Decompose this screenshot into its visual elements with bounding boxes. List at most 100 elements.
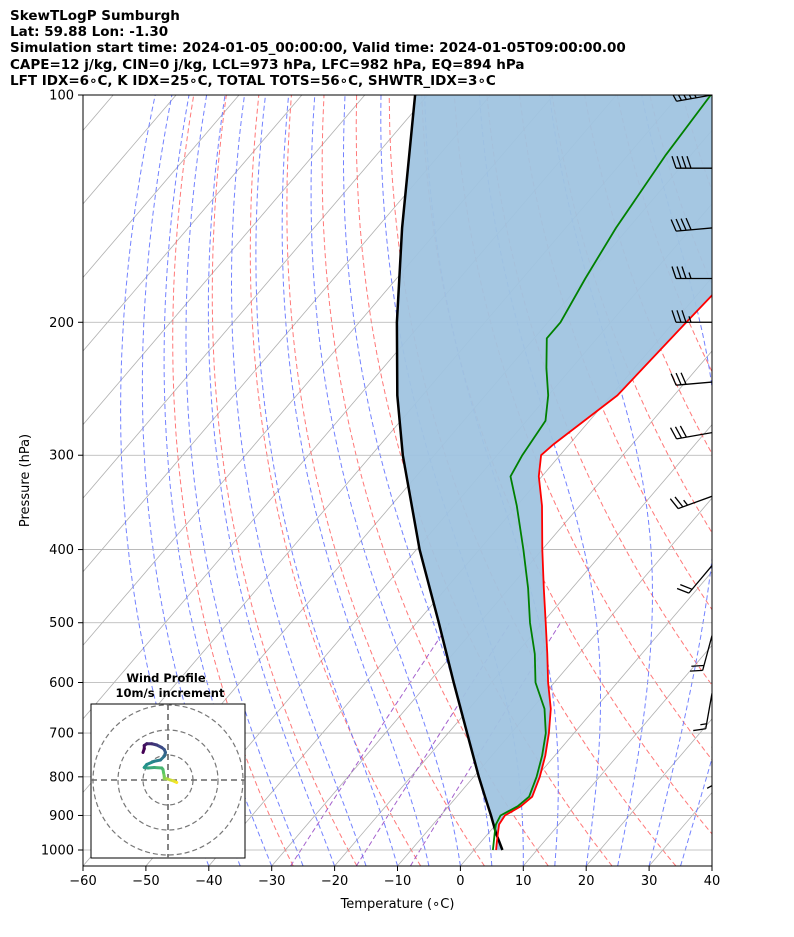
moist-adiabat <box>185 95 304 866</box>
dry-adiabat <box>584 95 712 455</box>
y-tick-label: 600 <box>49 676 74 691</box>
wind-barb-staff <box>711 780 712 783</box>
y-tick-label: 900 <box>49 809 74 824</box>
wind-barb-staff <box>676 381 712 386</box>
moist-adiabat <box>549 95 653 866</box>
wind-barb-staff <box>711 746 712 751</box>
title-cape: CAPE=12 j/kg, CIN=0 j/kg, LCL=973 hPa, L… <box>10 56 525 73</box>
isotherm-line <box>711 865 712 866</box>
wind-barb-flag <box>679 425 687 438</box>
wind-barb-flag <box>683 95 687 100</box>
wind-barb-half-flag <box>726 885 730 890</box>
wind-barb-flag <box>677 95 683 101</box>
hodograph-plot-area <box>91 704 245 858</box>
wind-barb-flag <box>676 310 682 323</box>
wind-barb <box>671 310 712 323</box>
wind-barb-staff <box>705 693 712 729</box>
wind-barb-flag <box>680 584 693 590</box>
wind-barb-flag <box>681 266 687 279</box>
x-tick-label: −50 <box>132 874 159 889</box>
mixing-ratio-line <box>290 622 451 866</box>
dry-adiabat <box>486 95 712 686</box>
wind-barb <box>672 95 712 102</box>
wind-barb <box>711 780 730 821</box>
wind-barb-half-flag <box>711 779 712 781</box>
isotherm-line <box>83 95 429 499</box>
parcel-profile <box>395 95 504 851</box>
wind-barb-half-flag <box>683 499 689 506</box>
x-tick-label: −40 <box>195 874 222 889</box>
x-tick-label: 40 <box>704 874 721 889</box>
y-tick-label: 500 <box>49 616 74 631</box>
wind-barb-half-flag <box>688 272 692 279</box>
wind-barb-flag <box>675 218 682 231</box>
chart-title-block: SkewTLogP Sumburgh Lat: 59.88 Lon: -1.30… <box>10 8 626 89</box>
y-tick-label: 100 <box>49 89 74 104</box>
x-tick-label: −60 <box>69 874 96 889</box>
wind-barb-flag <box>671 155 677 169</box>
wind-barb-flag <box>722 847 730 856</box>
wind-barb-half-flag <box>688 316 692 323</box>
x-tick-label: 0 <box>456 874 464 889</box>
wind-barb <box>670 217 712 232</box>
title-location: Lat: 59.88 Lon: -1.30 <box>10 24 169 41</box>
isotherm-line <box>271 350 712 866</box>
isotherm-line <box>83 95 366 426</box>
x-tick-label: 10 <box>515 874 532 889</box>
wind-barb-flag <box>674 426 683 439</box>
wind-barb-flag <box>693 728 706 732</box>
wind-barb-staff <box>677 495 712 510</box>
wind-barb-flag <box>685 217 692 231</box>
isotherm-line <box>334 423 712 866</box>
wind-barb-flag <box>690 669 703 672</box>
wind-barb <box>711 836 727 868</box>
wind-barb-flag <box>670 219 677 232</box>
x-axis-label: Temperature (∘C) <box>340 897 455 912</box>
hodograph-title: Wind Profile <box>126 671 206 685</box>
wind-barb-half-flag <box>693 95 697 99</box>
dry-adiabat <box>780 95 794 866</box>
wind-barb-flag <box>722 812 730 821</box>
temperature-profile <box>495 294 712 851</box>
dry-adiabat <box>172 95 294 866</box>
cape-shaded-area <box>396 95 712 850</box>
wind-barb <box>693 693 712 732</box>
moist-adiabat <box>231 95 367 866</box>
wind-barb <box>670 372 712 386</box>
dry-adiabat <box>249 95 422 866</box>
wind-barb <box>706 746 712 789</box>
wind-barb-half-flag <box>700 723 707 726</box>
moist-adiabat <box>163 95 273 866</box>
moist-adiabat <box>641 95 712 866</box>
wind-barb-flag <box>669 498 679 509</box>
wind-barb <box>671 266 712 280</box>
wind-barb-half-flag <box>726 879 730 884</box>
wind-barb-staff <box>676 431 712 440</box>
wind-barb-staff <box>711 836 712 838</box>
title-times: Simulation start time: 2024-01-05_00:00:… <box>10 40 626 57</box>
title-indices: LFT IDX=6∘C, K IDX=25∘C, TOTAL TOTS=56∘C… <box>10 72 496 89</box>
dewpoint-profile <box>492 95 712 851</box>
x-tick-label: 20 <box>578 874 595 889</box>
wind-barb-flag <box>676 266 682 279</box>
wind-barb-flag <box>725 889 733 899</box>
wind-barb-flag <box>671 310 677 323</box>
wind-barb-staff <box>702 635 712 671</box>
hodograph-subtitle: 10m/s increment <box>116 686 225 700</box>
dry-adiabat <box>748 95 794 866</box>
wind-barb-flag <box>670 373 677 386</box>
wind-barb-flag <box>725 883 733 893</box>
wind-barb-half-flag <box>723 863 727 868</box>
wind-barb-flag <box>681 155 687 169</box>
wind-barb <box>676 565 712 594</box>
wind-barb-flag <box>672 95 678 102</box>
dry-adiabat <box>211 95 358 866</box>
wind-barb-flag <box>688 95 692 99</box>
hodograph-segment <box>141 747 146 754</box>
wind-barb-flag <box>674 496 684 508</box>
x-tick-label: 30 <box>641 874 658 889</box>
y-tick-label: 200 <box>49 316 74 331</box>
wind-barb-flag <box>691 664 705 667</box>
wind-barb-staff <box>676 95 712 102</box>
